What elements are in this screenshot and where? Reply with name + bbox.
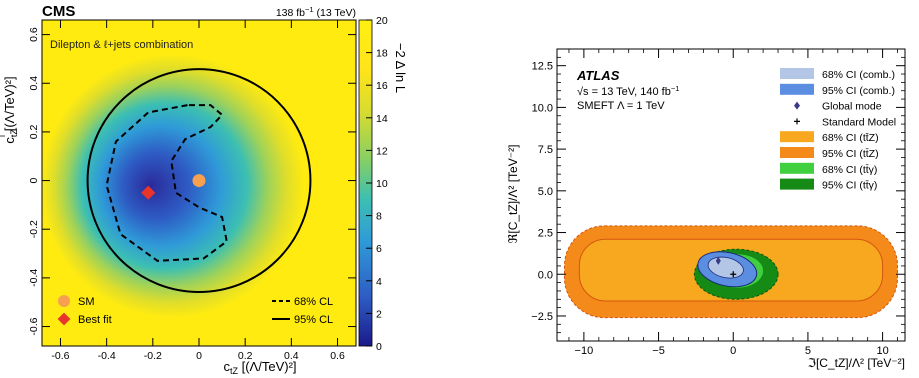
cms-panel: CMS 138 fb−1 (13 TeV) Dilepton & ℓ+jets … — [0, 3, 408, 376]
cms-legend-bestfit-marker — [57, 312, 71, 326]
atlas-legend-swatch — [780, 131, 814, 143]
cms-y-axis-label: ctZI [(Λ/TeV)²] — [0, 76, 19, 143]
atlas-legend-mode-marker — [794, 101, 800, 110]
atlas-panel: −10 −5 0 5 10 −2.5 0.0 2.5 5.0 7.5 10.0 12.5 ATLAS… — [506, 48, 906, 370]
cms-legend-95-label: 95% CL — [294, 314, 333, 326]
atlas-y-tick-label: 10.0 — [532, 102, 553, 114]
atlas-legend-entry: Global mode — [794, 101, 882, 113]
atlas-legend-entry: 95% CI (tt̄Z) — [780, 147, 879, 160]
atlas-y-tick-label: 7.5 — [538, 144, 553, 156]
atlas-x-tick-label: −5 — [652, 345, 665, 357]
atlas-y-tick-label: 0.0 — [538, 269, 553, 281]
atlas-x-axis-label: ℑ[C_tZ]/Λ² [TeV⁻²] — [808, 356, 905, 370]
atlas-legend-label: Standard Model — [822, 116, 896, 128]
atlas-legend-label: 95% CI (tt̄Z) — [822, 148, 879, 160]
cms-x-tick-label: -0.2 — [144, 350, 162, 362]
atlas-legend-label: 95% CI (tt̄γ) — [822, 179, 877, 191]
cms-x-tick-label: 0 — [196, 350, 202, 362]
atlas-legend-entry: 95% CI (comb.) — [780, 83, 895, 97]
cms-colorbar-label: −2 Δ ln L — [393, 43, 408, 93]
cms-contour-95 — [86, 68, 312, 293]
atlas-legend: 68% CI (comb.) 95% CI (comb.) Global mode S… — [780, 68, 896, 192]
cms-y-tick-label: 0.2 — [28, 124, 40, 139]
atlas-legend-swatch — [780, 83, 814, 95]
cms-colorbar-tick-label: 10 — [376, 178, 388, 190]
cms-y-tick-label: 0 — [28, 177, 40, 183]
cms-colorbar-tick-label: 16 — [376, 80, 388, 92]
cms-x-axis-ticks: -0.6 -0.4 -0.2 0 0.2 0.4 0.6 — [51, 20, 345, 362]
cms-experiment-label: CMS — [42, 3, 75, 20]
cms-sm-point — [192, 174, 206, 188]
cms-colorbar-tick-label: 12 — [376, 145, 388, 157]
cms-y-axis-ticks: -0.6 -0.4 -0.2 0 0.2 0.4 0.6 — [28, 27, 356, 336]
atlas-x-tick-label: 0 — [730, 345, 736, 357]
atlas-standard-model-marker — [730, 271, 737, 278]
cms-y-tick-label: 0.6 — [28, 27, 40, 42]
atlas-legend-entry: 68% CI (tt̄Z) — [780, 131, 879, 144]
cms-legend-68-label: 68% CL — [294, 296, 333, 308]
atlas-legend-label: 95% CI (comb.) — [822, 85, 895, 97]
cms-annotation: Dilepton & ℓ+jets combination — [50, 39, 193, 51]
cms-x-tick-label: 0.4 — [284, 350, 299, 362]
cms-legend-sm-label: SM — [78, 296, 95, 308]
atlas-legend-swatch — [780, 178, 814, 190]
atlas-model-label: SMEFT Λ = 1 TeV — [577, 100, 665, 112]
cms-y-tick-label: -0.4 — [28, 269, 40, 287]
atlas-y-tick-label: 5.0 — [538, 186, 553, 198]
atlas-energy-label: √s = 13 TeV, 140 fb−1 — [577, 84, 679, 98]
cms-colorbar-tick-label: 8 — [376, 211, 382, 223]
cms-colorbar-tick-label: 18 — [376, 48, 388, 60]
atlas-legend-label: 68% CI (tt̄γ) — [822, 164, 877, 176]
atlas-global-mode-marker — [715, 256, 721, 265]
cms-x-tick-label: -0.6 — [51, 350, 69, 362]
cms-x-tick-label: 0.2 — [238, 350, 253, 362]
cms-best-fit-point — [141, 185, 156, 200]
atlas-legend-swatch — [780, 162, 814, 174]
cms-y-tick-label: -0.2 — [28, 220, 40, 238]
atlas-y-tick-label: 2.5 — [538, 228, 553, 240]
atlas-legend-entry: 95% CI (tt̄γ) — [780, 178, 877, 192]
cms-legend-contours: 68% CL 95% CL — [272, 296, 333, 326]
cms-x-axis-label: ctZ [(Λ/TeV)²] — [223, 359, 296, 376]
atlas-legend-entry: Standard Model — [794, 116, 896, 128]
cms-colorbar-tick-label: 20 — [376, 15, 388, 27]
cms-legend-points: SM Best fit — [57, 295, 112, 326]
cms-x-tick-label: -0.4 — [98, 350, 116, 362]
cms-colorbar-tick-label: 0 — [376, 341, 382, 353]
cms-y-tick-label: 0.4 — [28, 76, 40, 91]
atlas-y-tick-label: −2.5 — [531, 311, 553, 323]
atlas-legend-sm-marker — [794, 118, 800, 125]
atlas-y-axis-label: ℜ[C_tZ]/Λ² [TeV⁻²] — [506, 145, 520, 244]
atlas-legend-label: 68% CI (tt̄Z) — [822, 132, 879, 144]
atlas-legend-swatch — [780, 147, 814, 158]
atlas-legend-entry: 68% CI (tt̄γ) — [780, 162, 877, 176]
atlas-experiment-label: ATLAS — [576, 68, 620, 83]
atlas-y-axis-ticks: −2.5 0.0 2.5 5.0 7.5 10.0 12.5 — [531, 48, 905, 334]
cms-colorbar-ticks: 0 2 4 6 8 10 12 14 16 18 20 — [366, 15, 388, 353]
cms-lumi-label: 138 fb−1 (13 TeV) — [276, 5, 356, 19]
cms-colorbar-tick-label: 2 — [376, 308, 382, 320]
cms-legend-bestfit-label: Best fit — [78, 314, 112, 326]
cms-colorbar-tick-label: 14 — [376, 113, 388, 125]
cms-y-tick-label: -0.6 — [28, 317, 40, 335]
cms-legend-sm-marker — [58, 295, 70, 307]
atlas-x-tick-label: 5 — [805, 345, 811, 357]
atlas-legend-label: 68% CI (comb.) — [822, 69, 895, 81]
atlas-legend-entry: 68% CI (comb.) — [780, 68, 895, 81]
cms-x-tick-label: 0.6 — [330, 350, 345, 362]
atlas-legend-swatch — [780, 68, 814, 79]
atlas-x-tick-label: 10 — [876, 345, 888, 357]
atlas-legend-label: Global mode — [822, 101, 882, 113]
atlas-x-axis-ticks: −10 −5 0 5 10 — [568, 49, 898, 357]
atlas-x-tick-label: −10 — [575, 345, 594, 357]
cms-contour-68 — [105, 104, 228, 262]
atlas-y-tick-label: 12.5 — [532, 61, 553, 73]
atlas-plot-frame — [556, 48, 906, 342]
cms-colorbar-tick-label: 4 — [376, 276, 382, 288]
cms-colorbar-tick-label: 6 — [376, 243, 382, 255]
